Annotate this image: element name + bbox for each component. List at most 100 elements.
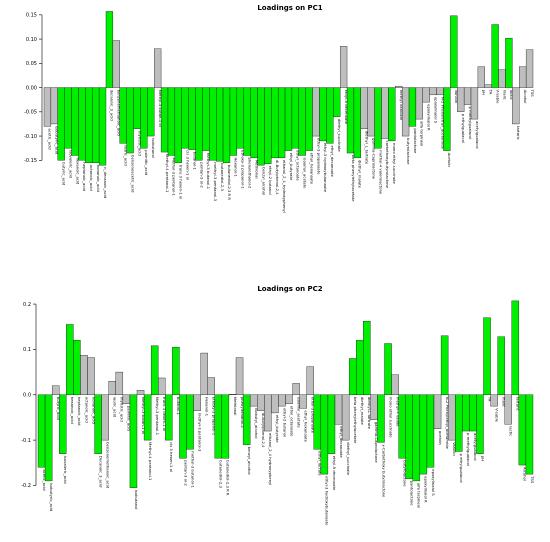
- category-label: myristic_acid: [137, 131, 142, 157]
- category-label: acetic_acid: [42, 469, 47, 491]
- category-label: isobutyl_alcohol: [254, 408, 259, 438]
- pc2-loadings-chart: Loadings on PC2 0.2 0.1 0.0 -0.1 -0.2 acetic_…: [21, 285, 535, 526]
- bar-0-29: [243, 87, 251, 156]
- bar-1-24: [207, 377, 215, 395]
- category-label: lactic: [509, 90, 514, 100]
- bar-1-21: [186, 394, 194, 450]
- bar-1-26: [221, 394, 230, 459]
- category-label: ethyl_butyrate: [289, 153, 294, 181]
- category-label: benzenemethanoic_acid: [105, 442, 110, 489]
- category-label: malic: [501, 397, 506, 407]
- bar-0-22: [195, 87, 203, 161]
- category-label: benzeneacetic_acid: [130, 155, 135, 193]
- category-label: ethyl_decanoate: [339, 426, 344, 458]
- bar-1-13: [129, 394, 138, 488]
- category-label: myristic_acid: [120, 397, 125, 423]
- category-label: pantolactone: [410, 481, 415, 507]
- bar-1-50: [391, 374, 399, 395]
- bar-0-68: [512, 87, 520, 125]
- category-label: Methional: [254, 160, 259, 179]
- bar-1-6: [80, 355, 88, 395]
- category-label: butanol-1: [192, 152, 197, 171]
- category-label: Vanillin: [454, 90, 459, 104]
- category-label: Ethoxy-3 propanol-1: [212, 397, 217, 436]
- bar-0-63: [477, 66, 485, 88]
- category-label: trans 3 hexen-1 ol: [179, 165, 184, 200]
- category-label: benzyl_alcohol: [261, 167, 266, 195]
- category-label: Methional: [233, 397, 238, 416]
- pc1-loadings-chart: Loadings on PC1 0.15 0.10 0.05 0.00 -0.05 -0.…: [24, 4, 535, 213]
- bar-0-39: [312, 87, 320, 137]
- bar-1-2: [51, 385, 60, 395]
- category-label: y-Carbethoxy butyrolactone: [381, 444, 386, 498]
- bar-1-35: [285, 394, 293, 405]
- bar-1-30: [249, 394, 258, 407]
- category-label: octanoic_acid: [84, 397, 89, 423]
- bar-1-37: [299, 394, 307, 409]
- category-label: N-2 Phenylethyl_acetamide: [440, 97, 445, 150]
- bar-0-23: [202, 87, 210, 151]
- y-tick-label: -0.05: [24, 110, 37, 116]
- category-label: ethanol_2_4_hydroxyphenyl: [282, 160, 287, 213]
- bar-0-8: [98, 87, 107, 166]
- bar-0-18: [167, 87, 176, 156]
- category-label: methyl-3 pentanol-3: [197, 413, 202, 452]
- category-label: epoxylinalol S: [433, 97, 438, 124]
- bar-0-6: [85, 87, 93, 163]
- bar-0-42: [333, 87, 341, 117]
- bar-0-9: [105, 11, 114, 88]
- bar-1-43: [341, 394, 350, 441]
- category-label: isobutyric_acid: [55, 126, 60, 155]
- category-label: V-sable: [494, 408, 499, 423]
- category-label: diethyl-L tartrate: [367, 397, 372, 430]
- bar-0-25: [216, 87, 224, 162]
- bar-0-13: [133, 87, 141, 129]
- category-label: Alcohol: [523, 467, 528, 481]
- category-label: octanoic_acid: [89, 165, 94, 191]
- category-label: butanediol-2,3: [219, 460, 224, 488]
- category-label: Methyl-3 pentanol-1: [155, 397, 160, 436]
- y-tick-label: 0.05: [26, 61, 37, 67]
- category-label: methyl-3 pentanol-3: [213, 162, 218, 201]
- bar-1-62: [476, 394, 484, 454]
- bar-0-19: [174, 87, 182, 163]
- bar-1-23: [200, 352, 208, 395]
- category-label: mono ethyl succinate: [388, 397, 393, 439]
- bar-1-0: [37, 394, 46, 468]
- bar-0-35: [284, 87, 293, 151]
- category-label: isoamyl_acetate: [303, 157, 308, 189]
- category-label: Methyl-4 pentanol-1: [165, 154, 170, 193]
- y-tick-label: -0.2: [21, 483, 31, 489]
- bar-0-57: [436, 87, 444, 96]
- bar-0-3: [64, 87, 72, 149]
- bar-1-1: [44, 394, 53, 482]
- y-tick-label: -0.15: [24, 158, 37, 164]
- category-label: ethyl-9 decenoate: [332, 456, 337, 491]
- category-label: ethyl-3 propanoate: [311, 397, 316, 434]
- category-label: ethyl-3 hydroxybutanoate: [323, 143, 328, 193]
- category-label: epoxylinalol R: [427, 104, 432, 131]
- bar-0-40: [319, 87, 327, 142]
- category-label: cis 3 hexen-1 ol: [169, 442, 174, 472]
- category-label: p ethylguaiacol: [459, 453, 464, 482]
- bar-0-7: [92, 87, 100, 163]
- category-label: trans 3 hexen-1 ol: [162, 397, 167, 432]
- bar-1-67: [511, 300, 520, 395]
- bar-0-54: [415, 87, 423, 120]
- bar-0-69: [519, 66, 527, 88]
- bar-0-21: [188, 87, 196, 150]
- category-label: ethyl-2 butanol: [268, 166, 273, 195]
- category-label: TSS: [530, 475, 535, 484]
- category-label: Hexanol-1: [204, 397, 209, 417]
- category-label: n_decanoic_acid: [103, 167, 108, 199]
- bar-0-59: [450, 15, 458, 88]
- y-tick-label: -0.1: [21, 438, 31, 444]
- pc1-chart-title: Loadings on PC1: [257, 4, 322, 12]
- bar-0-65: [491, 24, 499, 88]
- bar-1-69: [525, 394, 534, 475]
- category-label: V-sable: [495, 90, 500, 105]
- category-label: gamma-Caprolactone: [371, 138, 376, 180]
- bar-0-53: [408, 87, 417, 127]
- category-label: Methyl-3 butan-1 ol: [158, 90, 163, 127]
- y-tick-label: 0.15: [26, 13, 37, 19]
